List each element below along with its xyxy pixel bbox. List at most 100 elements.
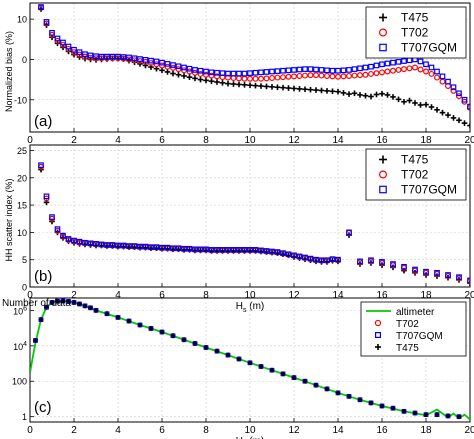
point-t707gqm	[54, 226, 61, 232]
point-t475	[384, 92, 391, 98]
y-tick-label: 0	[22, 55, 27, 65]
point-t707gqm	[280, 250, 286, 256]
point-t707gqm	[247, 70, 253, 76]
point-t707gqm	[456, 274, 462, 281]
x-axis-label-main: H	[236, 301, 243, 312]
point-t707gqm	[148, 57, 154, 64]
point-t702	[439, 78, 446, 85]
point-t702	[258, 75, 264, 82]
point-t707gqm	[120, 242, 127, 249]
point-t707gqm	[230, 70, 237, 77]
point-t707gqm	[302, 66, 308, 72]
panel-label: (c)	[34, 399, 52, 416]
point-t707gqm	[241, 70, 248, 77]
legend-marker-t707gqm	[379, 43, 387, 52]
point-t707gqm	[170, 245, 176, 252]
point-t707gqm	[274, 249, 281, 255]
point-t475	[450, 115, 457, 121]
point-t707gqm	[65, 236, 72, 242]
point-t475	[186, 74, 193, 80]
point-t707gqm	[252, 247, 259, 253]
point-t707gqm	[203, 68, 209, 75]
point-t707gqm	[115, 242, 121, 249]
point-t702	[241, 75, 248, 82]
point-t707gqm	[445, 78, 451, 85]
point-t475	[456, 117, 462, 124]
point-t707gqm	[225, 70, 231, 77]
x-tick-label: 16	[376, 425, 388, 436]
point-t702	[384, 68, 391, 75]
point-t475	[55, 298, 60, 304]
x-axis-label-unit: (m)	[246, 436, 264, 439]
point-t707gqm	[98, 241, 105, 248]
point-t475	[412, 100, 418, 106]
point-t475	[82, 303, 88, 309]
point-t475	[401, 98, 407, 105]
point-t475	[71, 300, 77, 305]
point-t707gqm	[296, 66, 303, 73]
point-t707gqm	[142, 243, 149, 250]
point-t707gqm	[401, 263, 407, 270]
point-t475	[44, 305, 49, 310]
x-tick-label: 12	[288, 135, 300, 146]
x-tick-label: 12	[288, 290, 300, 301]
point-t707gqm	[192, 67, 198, 73]
point-t707gqm	[417, 58, 424, 65]
series-t475	[33, 298, 462, 419]
point-t702	[247, 75, 253, 82]
point-t707gqm	[181, 64, 187, 71]
point-t475	[379, 90, 385, 97]
point-t707gqm	[208, 69, 215, 76]
point-t707gqm	[263, 248, 270, 254]
point-t707gqm	[38, 4, 44, 10]
panel-label: (b)	[34, 268, 52, 285]
legend-label: T475	[401, 153, 429, 167]
point-t475	[247, 82, 253, 89]
point-t707gqm	[236, 70, 242, 77]
point-t702	[252, 75, 259, 82]
point-t475	[214, 348, 220, 354]
point-t707gqm	[197, 67, 204, 74]
point-t702	[357, 72, 363, 79]
point-t707gqm	[148, 244, 154, 250]
y-axis-label: HH scatter index (%)	[4, 178, 14, 261]
point-t707gqm	[93, 53, 99, 60]
point-t702	[263, 75, 270, 82]
point-t707gqm	[296, 253, 303, 260]
data-layer	[30, 298, 470, 421]
point-t475	[313, 87, 319, 93]
point-t707gqm	[461, 96, 468, 103]
point-t475	[362, 92, 369, 99]
point-t707gqm	[76, 238, 83, 245]
point-t475	[252, 82, 259, 89]
point-t702	[351, 72, 358, 79]
point-t707gqm	[247, 247, 253, 253]
x-tick-label: 6	[159, 290, 165, 301]
point-t475	[445, 112, 451, 118]
point-t707gqm	[456, 90, 462, 97]
point-t707gqm	[65, 43, 72, 50]
point-t475	[241, 82, 248, 88]
point-t702	[203, 71, 209, 78]
point-t702	[307, 72, 314, 79]
point-t707gqm	[395, 59, 402, 65]
point-t707gqm	[219, 247, 226, 253]
point-t475	[368, 400, 374, 406]
point-t707gqm	[76, 49, 83, 56]
point-t707gqm	[126, 243, 132, 249]
legend-marker-t707gqm	[379, 185, 387, 194]
point-t707gqm	[208, 247, 215, 253]
x-tick-label: 2	[71, 135, 77, 146]
point-t475	[324, 88, 330, 94]
point-t707gqm	[164, 61, 171, 67]
x-tick-label: 20	[464, 425, 474, 436]
point-t475	[263, 83, 270, 90]
point-t707gqm	[71, 237, 77, 244]
point-t707gqm	[450, 84, 457, 91]
point-t475	[285, 85, 292, 91]
panel-label: (a)	[34, 113, 52, 130]
point-t707gqm	[318, 257, 325, 264]
point-t475	[38, 317, 44, 322]
point-t707gqm	[379, 61, 385, 68]
x-axis-label-main: H	[236, 436, 243, 439]
